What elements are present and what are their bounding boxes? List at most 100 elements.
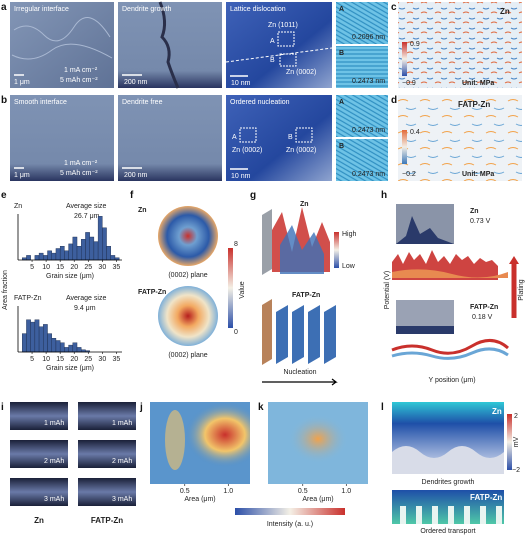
bar [76,245,82,261]
capacity: 2 mAh [112,458,132,465]
lattice-inset [336,95,388,137]
substrate [262,209,272,275]
capacity: 1 mAh [44,420,64,427]
x-axis-label: Area (μm) [302,496,333,503]
plane: Zn (0002) [286,69,316,76]
x-tick-label: 15 [56,264,64,271]
bar [34,255,40,261]
caption: Ordered transport [420,528,475,535]
plane: Zn (1011) [268,22,298,29]
box [279,53,297,67]
x-tick-label: 35 [112,356,120,363]
inset-tag: B [339,50,344,57]
bar [72,236,78,261]
bar [38,326,44,353]
arrow [262,378,338,386]
bar [51,252,57,261]
histograms: Zn Average size 26.7 μm 5 10 15 20 25 30 35 Grain … [14,203,122,372]
colorbar-min: 0 [234,329,238,336]
colorbar-min: −2 [512,467,520,474]
hist-stat: Average size [66,295,106,302]
plane: (0002) plane [168,272,207,279]
map-title: Zn [500,7,510,16]
x-tick-label: 5 [30,356,34,363]
arrow-label: Nucleation [283,369,316,376]
colorbar [402,42,407,76]
capacity: 1 mAh [112,420,132,427]
optical-image [78,402,136,430]
x-tick-label: 10 [42,356,50,363]
scale: 10 nm [231,80,251,87]
layer [396,326,454,334]
dendrite-surface [392,446,504,474]
optical-image [10,440,68,468]
caption: Lattice dislocation [230,6,286,13]
x-tick-label: 0.5 [180,488,190,495]
bar [34,319,40,353]
lattice-inset [336,139,388,181]
x-tick-label: 30 [98,264,106,271]
y-axis-label: Area fraction [2,270,9,310]
inset-tag: B [339,143,344,150]
capacity: 3 mAh [44,496,64,503]
colorbar-title: Intensity (a. u.) [267,521,313,528]
scale: 10 nm [231,173,251,180]
bar [43,324,48,353]
optical-image [10,478,68,506]
arrow [509,256,519,264]
inset-tag: A [339,99,344,106]
bar [106,245,111,261]
colorbar-max: 0.9 [410,41,420,48]
note: 5 mAh cm⁻² [60,77,98,84]
intensity-map [268,402,368,484]
case-title: FATP-Zn [292,292,320,299]
case-title: FATP-Zn [470,493,502,502]
bar [76,347,82,353]
hotspot [165,410,185,470]
sem-image [118,2,222,88]
bar [47,333,52,353]
bar [26,319,31,353]
unit: Unit: MPa [462,171,494,178]
hist-stat: Average size [66,203,106,210]
bar [43,255,48,261]
x-tick-label: 20 [70,264,78,271]
hist-name: FATP-Zn [14,295,42,302]
hist-average: 9.4 μm [74,305,96,312]
colorbar [235,508,345,515]
panel-label: g [250,190,256,201]
potential-surface [391,339,509,355]
colorbar [402,130,407,164]
x-tick-label: 35 [112,264,120,271]
bar [26,255,31,261]
note: 5 mAh cm⁻² [60,170,98,177]
bar [38,252,44,261]
bar [89,236,95,261]
bar [68,344,74,353]
caption: Dendrite free [122,99,163,106]
panel-label: l [381,402,384,413]
box [239,127,257,143]
potential-surface [391,347,509,360]
caption: Ordered nucleation [230,99,290,106]
channels [400,506,502,524]
caption: Irregular interface [14,6,69,13]
case-title: Zn [492,407,502,416]
box-label: B [288,134,293,141]
lattice-inset [336,46,388,88]
panel-label: d [391,95,397,106]
x-tick-label: 25 [84,264,92,271]
bar [47,250,52,261]
x-tick-label: 0.5 [298,488,308,495]
inset-tag: A [339,6,344,13]
bar [51,338,57,353]
potential: 0.73 V [470,218,491,225]
x-tick-label: 1.0 [341,488,351,495]
x-axis-label: Area (μm) [184,496,215,503]
column-label: FATP-Zn [91,516,123,525]
bar [64,347,69,353]
capacity: 3 mAh [112,496,132,503]
x-axis-label: Grain size (μm) [46,365,94,372]
bar [55,340,61,353]
stress-map [398,2,522,88]
